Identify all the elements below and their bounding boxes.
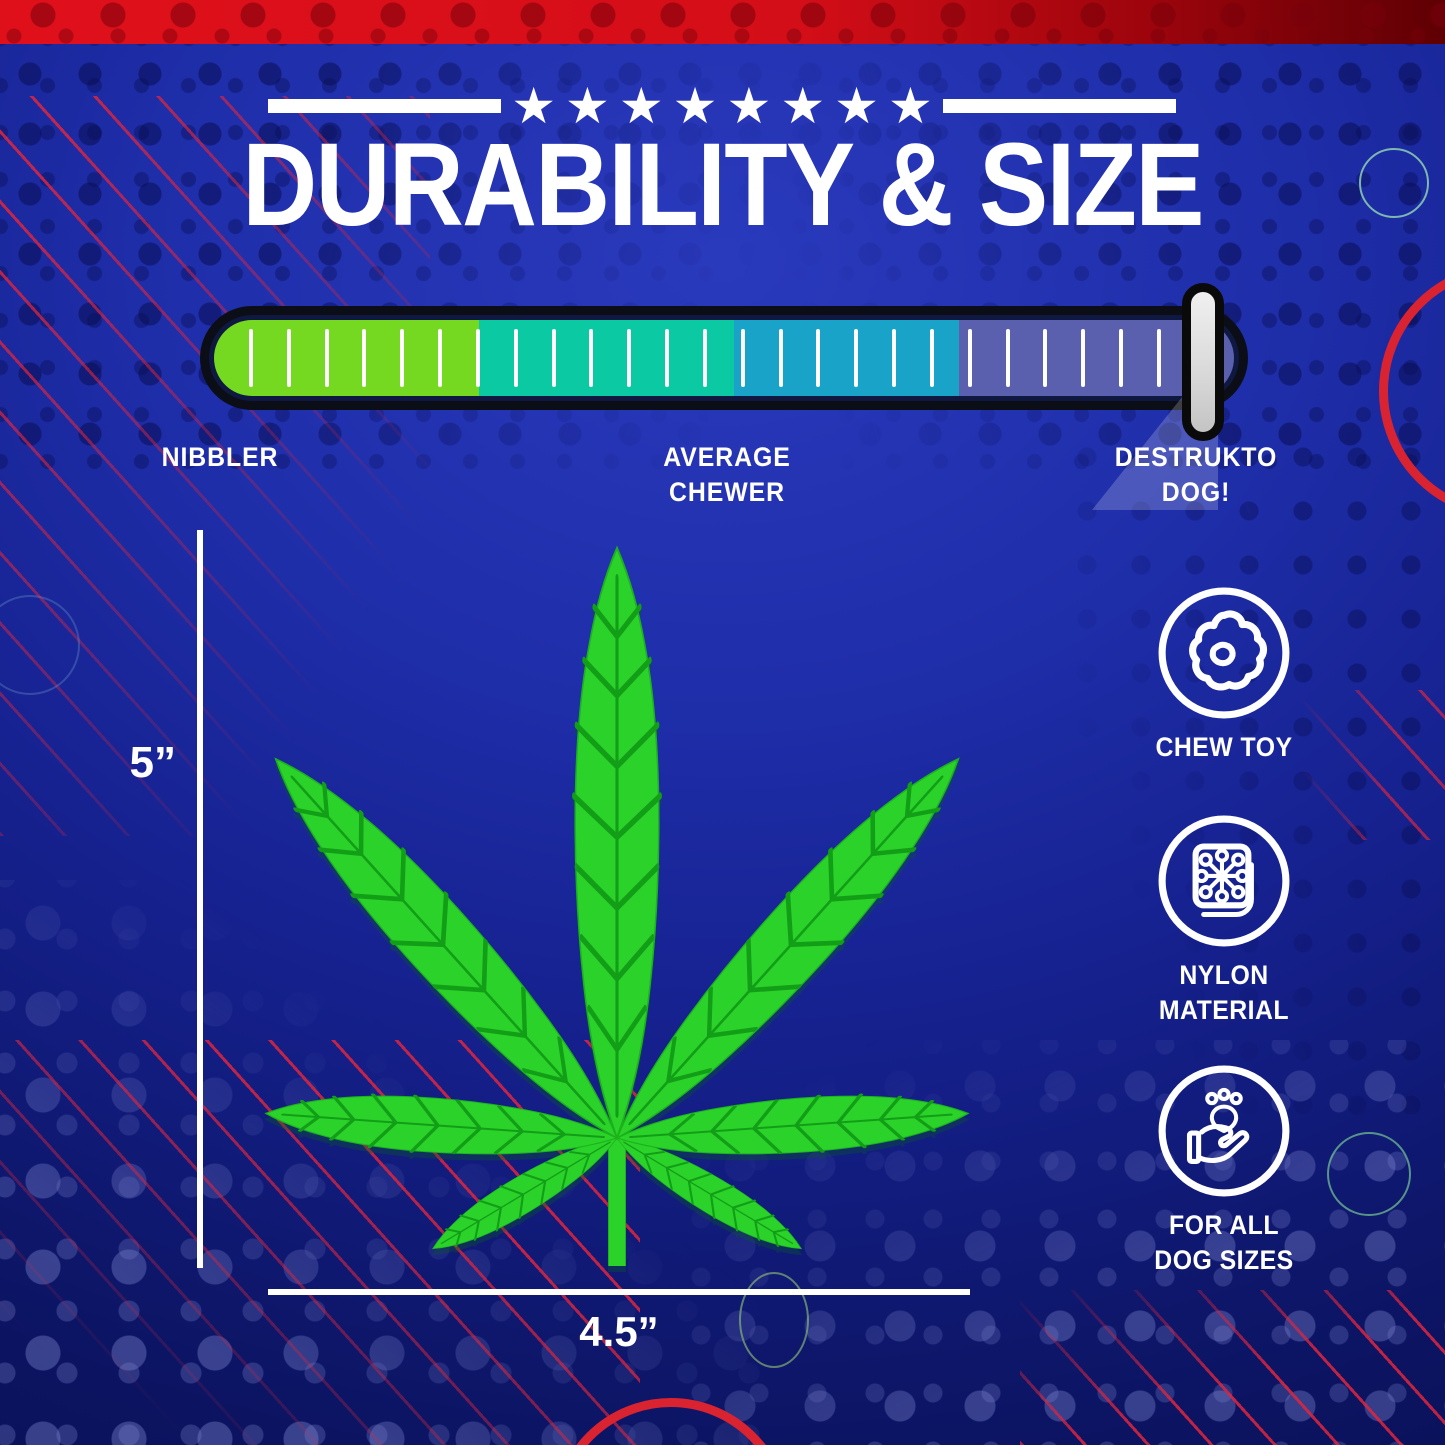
meter-tick	[1005, 329, 1010, 387]
star-icon: ★	[780, 78, 826, 134]
feature-nylon-material: NYLON MATERIAL	[1104, 812, 1344, 1028]
width-dimension-line	[268, 1289, 970, 1295]
star-icon: ★	[511, 78, 557, 134]
feature-label: NYLON MATERIAL	[1114, 958, 1335, 1028]
star-icon: ★	[726, 78, 772, 134]
meter-tick	[967, 329, 972, 387]
for-all-dog-sizes-icon	[1158, 1065, 1290, 1197]
meter-tick	[702, 329, 707, 387]
meter-segment-blue	[734, 320, 959, 396]
star-icon: ★	[887, 78, 933, 134]
height-dimension-label: 5”	[129, 738, 176, 787]
feature-label-line: FOR ALL	[1169, 1210, 1279, 1240]
meter-tick	[665, 329, 670, 387]
durability-slider-handle[interactable]	[1182, 283, 1224, 441]
meter-tick	[854, 329, 859, 387]
star-icon: ★	[565, 78, 610, 134]
star-icon: ★	[672, 78, 718, 134]
meter-tick	[324, 329, 329, 387]
meter-segment-teal	[479, 320, 735, 396]
meter-tick	[740, 329, 745, 387]
meter-tick	[362, 329, 367, 387]
width-dimension-label: 4.5”	[579, 1308, 659, 1355]
meter-tick	[1156, 329, 1161, 387]
meter-label-destrukto-dog: DESTRUKTO DOG!	[1104, 440, 1288, 510]
meter-fill	[214, 320, 1234, 396]
red-circle-outline-bottom	[552, 1398, 790, 1445]
meter-tick	[286, 329, 291, 387]
meter-tick	[627, 329, 632, 387]
height-dimension-line	[197, 530, 203, 1268]
meter-label-line: DESTRUKTO	[1114, 442, 1278, 472]
feature-label-line: CHEW TOY	[1155, 732, 1293, 762]
feature-chew-toy: CHEW TOY	[1104, 584, 1344, 765]
meter-label-line: CHEWER	[669, 477, 785, 508]
red-bar-dots	[0, 0, 1445, 44]
faint-circle-outline-left	[0, 595, 80, 695]
top-red-bar	[0, 0, 1445, 44]
meter-tick	[892, 329, 897, 387]
star-icon: ★	[834, 78, 879, 134]
red-circle-outline-right	[1379, 263, 1445, 519]
meter-label-line: AVERAGE	[663, 442, 791, 472]
header-star-row: ★ ★ ★ ★ ★ ★ ★ ★	[268, 80, 1176, 132]
meter-tick	[551, 329, 556, 387]
page-title: DURABILITY & SIZE	[242, 119, 1204, 251]
meter-label-nibbler: NIBBLER	[146, 440, 293, 475]
meter-label-average-chewer: AVERAGE CHEWER	[635, 440, 819, 510]
nylon-material-icon	[1158, 815, 1290, 947]
feature-for-all-dog-sizes: FOR ALL DOG SIZES	[1104, 1062, 1344, 1278]
meter-tick	[929, 329, 934, 387]
meter-tick	[778, 329, 783, 387]
meter-tick	[438, 329, 443, 387]
meter-tick	[475, 329, 480, 387]
red-diagonal-lines-bottom-right	[1020, 1290, 1445, 1445]
leaf-stem	[608, 1131, 626, 1266]
stars-row: ★ ★ ★ ★ ★ ★ ★ ★	[511, 80, 933, 132]
teal-circle-outline-top-right	[1359, 148, 1429, 218]
star-icon: ★	[618, 78, 664, 134]
header-rule-left	[268, 99, 501, 113]
durability-meter	[200, 306, 1248, 410]
meter-tick	[816, 329, 821, 387]
feature-label: FOR ALL DOG SIZES	[1114, 1208, 1335, 1278]
meter-tick	[513, 329, 518, 387]
meter-segment-green	[214, 320, 480, 396]
meter-tick	[400, 329, 405, 387]
meter-tick	[1119, 329, 1124, 387]
meter-tick	[589, 329, 594, 387]
meter-ticks	[249, 329, 1161, 387]
chew-toy-icon	[1158, 587, 1290, 719]
header-rule-right	[943, 99, 1176, 113]
meter-label-line: NIBBLER	[161, 442, 279, 472]
cannabis-leaf-toy-image	[255, 538, 973, 1266]
feature-label-line: NYLON	[1179, 960, 1269, 990]
meter-label-line: DOG!	[1161, 477, 1231, 508]
feature-label: CHEW TOY	[1114, 730, 1335, 765]
meter-tick	[1043, 329, 1048, 387]
meter-tick	[249, 329, 253, 387]
feature-label-line: MATERIAL	[1158, 995, 1290, 1026]
meter-tick	[1081, 329, 1086, 387]
feature-label-line: DOG SIZES	[1154, 1245, 1294, 1276]
